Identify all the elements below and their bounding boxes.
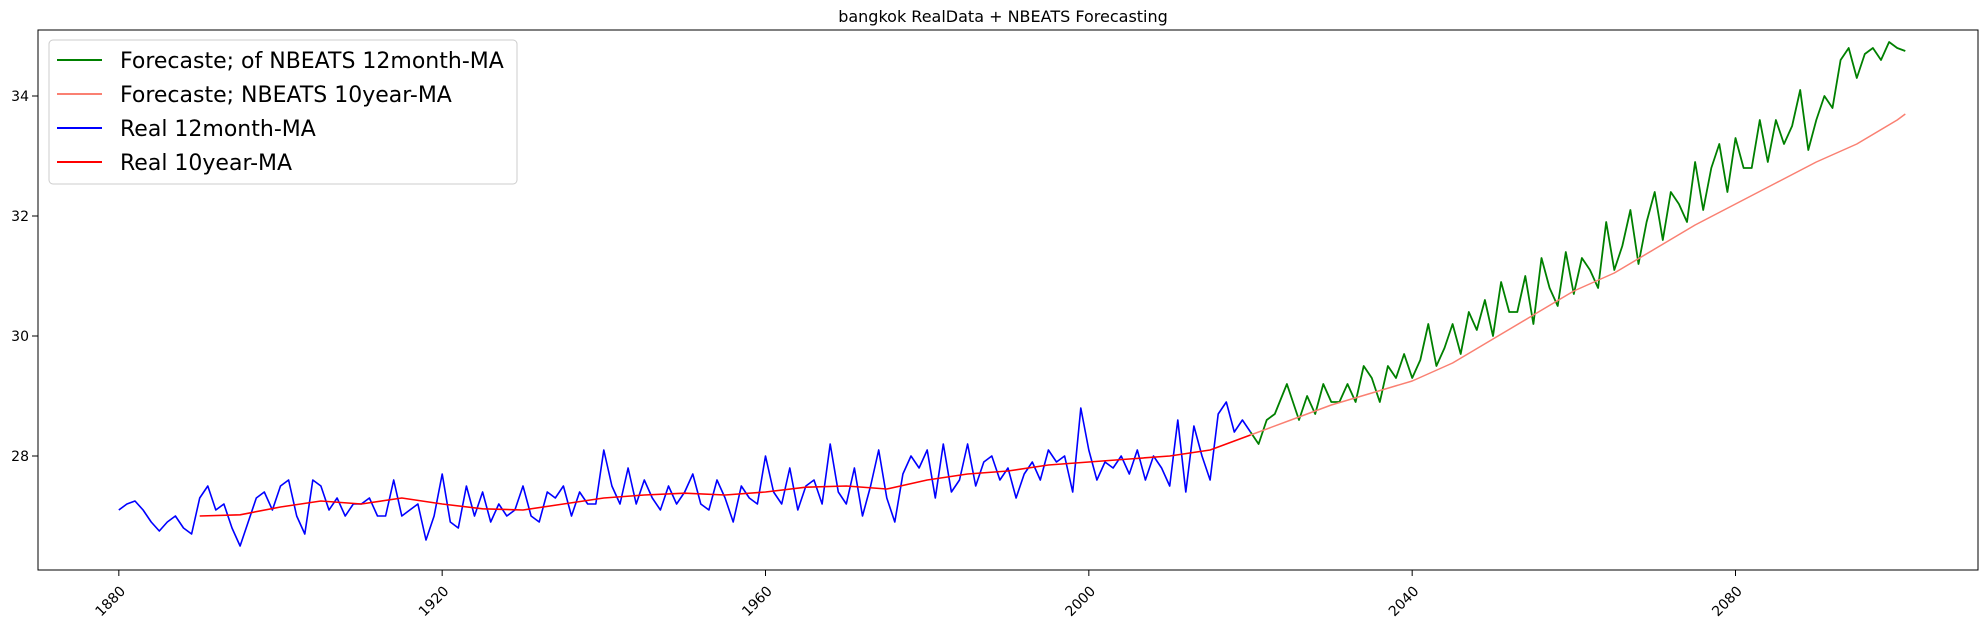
x-tick-label: 1960 xyxy=(739,583,776,620)
x-tick-label: 2000 xyxy=(1063,583,1100,620)
legend-box xyxy=(48,39,518,185)
x-tick-label: 1920 xyxy=(416,583,453,620)
legend: Forecaste; of NBEATS 12month-MA Forecaste… xyxy=(48,39,518,185)
legend-label: Forecaste; of NBEATS 12month-MA xyxy=(120,49,504,74)
series-line-4 xyxy=(199,434,1251,517)
series-line-2 xyxy=(1250,113,1906,436)
y-tick-label: 28 xyxy=(11,449,29,465)
chart-title: bangkok RealData + NBEATS Forecasting xyxy=(838,7,1168,26)
x-tick-label: 2080 xyxy=(1709,583,1746,620)
y-tick-label: 34 xyxy=(11,89,29,105)
x-tick-label: 2040 xyxy=(1386,583,1423,620)
y-tick-label: 32 xyxy=(11,209,29,225)
y-tick-label: 30 xyxy=(11,329,29,345)
legend-label: Real 12month-MA xyxy=(120,117,316,142)
series-layer xyxy=(118,41,1906,547)
y-axis: 28 30 32 34 xyxy=(11,89,38,465)
legend-label: Forecaste; NBEATS 10year-MA xyxy=(120,83,452,108)
series-line-3 xyxy=(118,401,1252,547)
plot-frame xyxy=(37,29,1979,571)
legend-label: Real 10year-MA xyxy=(120,151,292,176)
series-line-1 xyxy=(1249,41,1906,445)
x-axis: 1880 1920 1960 2000 2040 2080 xyxy=(93,570,1746,620)
legend-entries: Forecaste; of NBEATS 12month-MA Forecaste… xyxy=(57,49,504,176)
x-tick-label: 1880 xyxy=(93,583,130,620)
